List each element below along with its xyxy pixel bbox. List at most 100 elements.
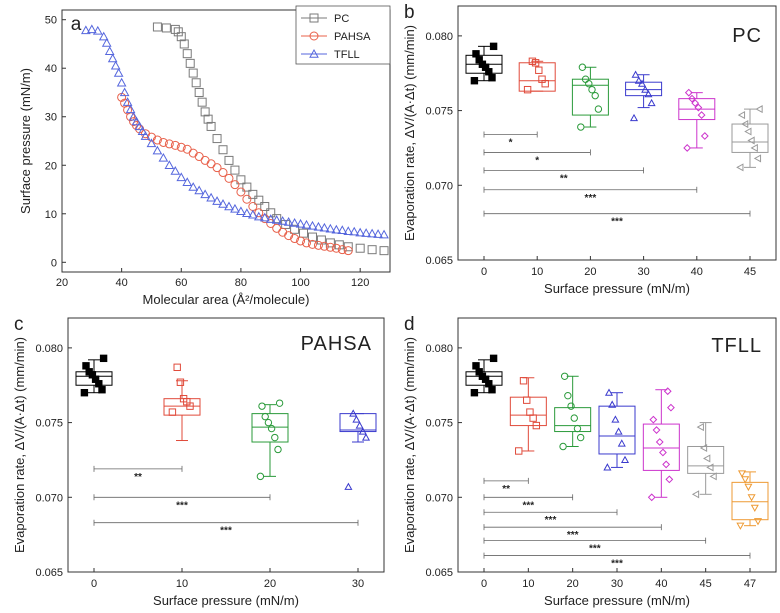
panel-c: 0.065 0.070 0.075 0.080 0 10 20 30 Surface press… [12,314,385,608]
data-point [744,127,752,136]
data-point [86,24,97,34]
data-point [319,241,329,251]
x-tick-label: 0 [91,578,97,590]
box-20 [571,63,609,131]
data-point [358,427,367,435]
panel-letter: a [71,14,82,35]
data-point [253,211,264,221]
data-point [236,206,246,216]
data-point [176,378,185,386]
box-0 [465,42,503,85]
data-point [82,362,90,370]
y-tick-label: 0.065 [425,567,453,579]
x-tick-label: 120 [351,277,369,289]
box-iqr [251,413,289,443]
x-axis-label: Surface pressure (mN/m) [544,593,690,608]
y-tick-label: 40 [45,63,57,75]
data-point [98,31,109,41]
significance-label: *** [585,193,597,204]
data-point [179,394,188,403]
data-point [248,202,258,211]
data-point [472,362,480,370]
x-tick-label: 20 [584,266,596,278]
legend-label: PC [334,13,349,25]
data-point [652,426,661,434]
data-point [176,172,187,182]
data-point [230,165,240,175]
data-point [152,145,163,155]
significance-bracket: *** [483,552,751,570]
data-point [92,25,103,35]
data-point [737,111,746,120]
x-tick-label: 10 [522,578,534,590]
data-point [617,439,626,447]
x-tick-label: 20 [56,277,68,289]
data-point [709,472,717,481]
data-point [218,199,228,208]
data-point [212,196,222,205]
data-point [691,490,700,499]
data-point [367,228,377,238]
data-point [472,50,480,58]
data-point [116,77,127,87]
data-point [236,175,246,185]
data-point [535,66,543,74]
box-45 [687,422,725,499]
data-point [576,433,585,442]
legend-label: TFLL [334,49,360,61]
panel-a: 20 40 60 80 100 120 0 10 20 30 40 50 Molecular area … [18,5,391,307]
data-point [173,27,183,37]
data-point [515,447,523,455]
panel-b: 0.065 0.070 0.075 0.080 0 10 20 30 40 45 Surface p… [402,2,777,296]
data-point [200,107,210,117]
x-tick-label: 100 [291,277,309,289]
data-point [741,476,750,484]
data-point [737,470,747,478]
data-point [277,216,288,225]
data-point [179,39,189,49]
box-30 [598,388,636,471]
data-point [140,131,151,140]
legend: PC PAHSA TFLL [295,5,391,65]
data-point [700,132,709,140]
data-point [173,363,181,372]
data-point [182,177,193,186]
data-point [325,223,336,233]
x-tick-label: 20 [264,578,276,590]
data-point [185,58,195,68]
data-point [104,46,115,55]
significance-label: *** [611,217,623,228]
data-point [170,166,181,175]
y-tick-label: 0.075 [35,418,63,430]
data-point [343,226,354,235]
x-axis-label: Surface pressure (mN/m) [153,593,299,608]
data-point [278,227,288,237]
x-tick-label: 60 [175,277,187,289]
data-point [206,121,216,131]
data-point [688,94,696,103]
data-point [697,111,706,119]
significance-bracket: *** [483,524,662,541]
series-tfll [81,24,389,239]
data-point [110,60,121,70]
data-point [750,504,759,512]
data-point [523,396,531,404]
box-0 [465,354,503,397]
data-point [275,399,284,407]
x-tick-label: 10 [176,578,188,590]
data-point [755,105,763,114]
data-point [750,143,758,152]
data-point [694,103,703,112]
significance-bracket: *** [93,494,271,511]
box-iqr [642,423,680,471]
data-point [581,75,590,83]
y-tick-label: 0 [51,257,57,269]
data-point [197,97,207,107]
data-point [218,168,228,178]
data-point [379,246,389,256]
data-point [567,402,575,410]
data-point [307,220,318,230]
data-point [137,126,148,135]
data-point [212,134,222,144]
y-tick-label: 0.070 [425,180,453,192]
